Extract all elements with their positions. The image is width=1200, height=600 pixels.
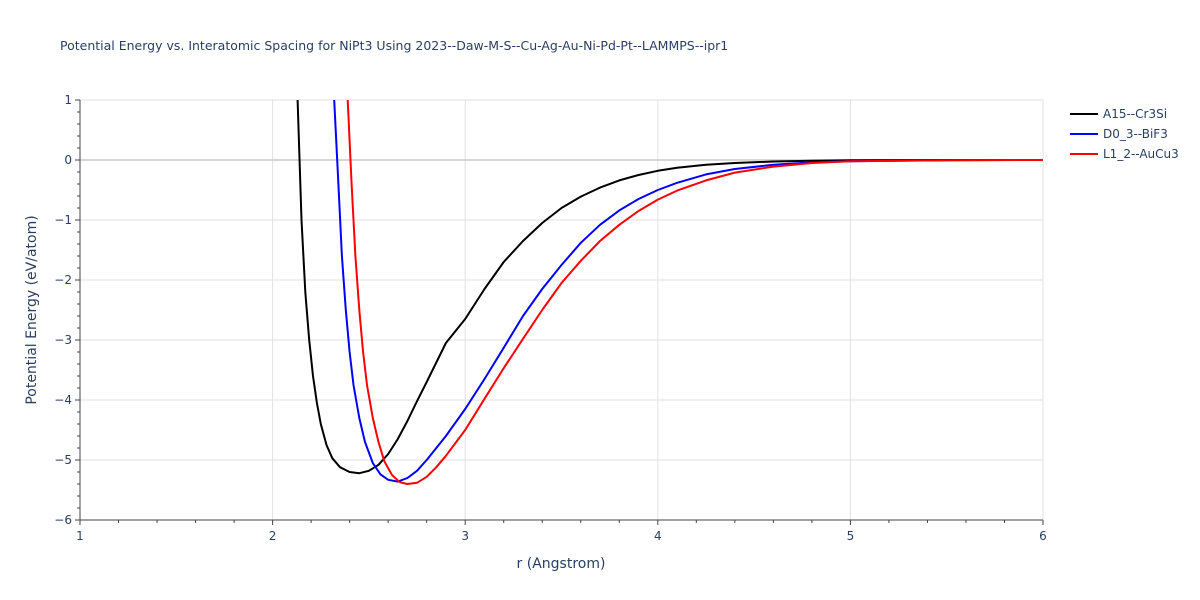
y-axis-title: Potential Energy (eV/atom)	[24, 215, 40, 404]
plot-area	[296, 100, 1043, 485]
x-tick-label: 4	[654, 529, 662, 543]
x-axis-title: r (Angstrom)	[517, 556, 606, 572]
chart-title: Potential Energy vs. Interatomic Spacing…	[60, 38, 728, 53]
x-tick-label: 6	[1039, 529, 1047, 543]
legend-label: D0_3--BiF3	[1103, 127, 1168, 141]
y-tick-label: −2	[54, 273, 72, 287]
x-tick-label: 3	[461, 529, 469, 543]
y-tick-label: 0	[64, 153, 72, 167]
x-tick-label: 5	[847, 529, 855, 543]
y-tick-label: −1	[54, 213, 72, 227]
x-tick-label: 2	[269, 529, 277, 543]
y-tick-label: −4	[54, 393, 72, 407]
y-tick-label: −5	[54, 453, 72, 467]
legend-label: L1_2--AuCu3	[1103, 147, 1179, 161]
series-line-l1-2-aucu3	[346, 100, 1043, 485]
x-tick-label: 1	[76, 529, 84, 543]
y-tick-label: −3	[54, 333, 72, 347]
series-line-d0-3-bif3	[333, 100, 1043, 483]
legend: A15--Cr3Si D0_3--BiF3 L1_2--AuCu3	[1070, 107, 1179, 161]
legend-label: A15--Cr3Si	[1103, 107, 1167, 121]
grid-lines	[79, 99, 1044, 521]
y-tick-label: 1	[64, 93, 72, 107]
series-line-a15-cr3si	[296, 100, 1043, 475]
axes: 1 2 3 4 5 6 1 0 −1 −2 −3 −4 −5 −6	[54, 93, 1047, 543]
y-tick-label: −6	[54, 513, 72, 527]
